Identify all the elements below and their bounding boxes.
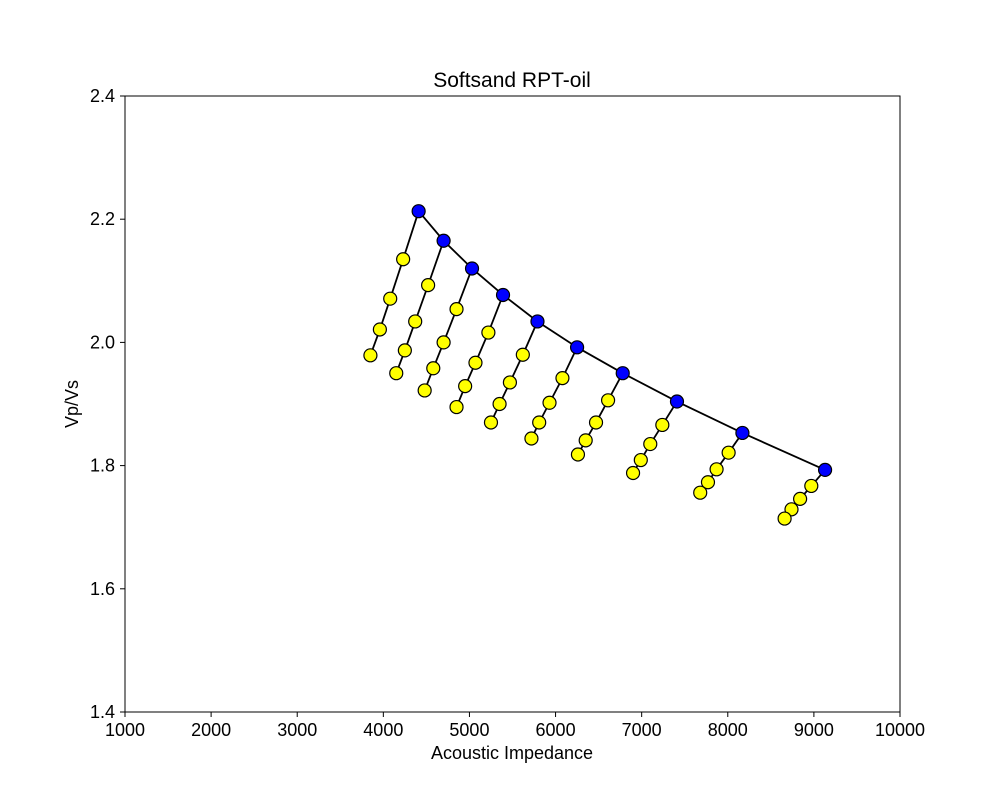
y-axis-label: Vp/Vs (62, 380, 82, 428)
x-axis-label: Acoustic Impedance (431, 743, 593, 763)
branch-point (655, 417, 670, 433)
branch-point (426, 361, 441, 376)
branch-point (389, 366, 404, 381)
branch-point (804, 478, 819, 494)
branch-point (793, 491, 808, 506)
x-tick-label: 7000 (622, 720, 662, 740)
branch-point (396, 252, 411, 267)
branch-point (643, 436, 658, 452)
branch-point (578, 433, 593, 448)
x-tick-label: 9000 (794, 720, 834, 740)
branch-point (449, 399, 464, 415)
branch-point (449, 302, 464, 317)
branch-point (721, 445, 736, 460)
branch-point (693, 485, 708, 500)
main-curve-point (436, 233, 451, 248)
y-tick-label: 2.0 (90, 332, 115, 352)
branch-point (555, 371, 570, 386)
branch-point (633, 452, 648, 468)
x-axis: 1000 2000 3000 4000 5000 6000 7000 8000 9000 1000… (105, 712, 925, 740)
branch-point (542, 395, 557, 410)
branch-point (483, 415, 499, 430)
y-tick-label: 1.8 (90, 456, 115, 476)
x-tick-label: 10000 (875, 720, 925, 740)
y-tick-label: 1.6 (90, 579, 115, 599)
branch-point (372, 322, 387, 337)
y-tick-label: 2.4 (90, 86, 115, 106)
branch-point (600, 393, 616, 408)
main-curve-point (569, 340, 585, 355)
plot-area (124, 95, 901, 713)
branch-point (524, 431, 539, 446)
branch-point (397, 343, 412, 358)
x-tick-label: 8000 (708, 720, 748, 740)
chart-title: Softsand RPT-oil (433, 69, 591, 92)
main-curve-point (411, 204, 426, 219)
x-tick-label: 1000 (105, 720, 145, 740)
y-tick-label: 1.4 (90, 702, 115, 722)
branch-point (532, 415, 547, 430)
branch-point (588, 415, 604, 430)
branch-point (625, 465, 641, 481)
y-tick-label: 2.2 (90, 209, 115, 229)
x-tick-label: 6000 (536, 720, 576, 740)
branch-point (492, 396, 507, 412)
branch-point (408, 314, 423, 329)
main-curve-point (615, 366, 630, 381)
main-curve-point (530, 314, 545, 329)
main-curve-point (669, 394, 685, 409)
branch-point (436, 335, 451, 350)
branch-point (421, 278, 436, 293)
main-curve-point (495, 287, 511, 303)
branch-point (417, 383, 432, 398)
branch-point (777, 511, 792, 526)
branch-point (700, 475, 716, 490)
branch-point (468, 355, 483, 370)
branch-point (363, 348, 378, 363)
branch-point (570, 447, 586, 462)
branch-point (515, 347, 530, 362)
main-curve-point (735, 425, 750, 441)
x-tick-label: 5000 (449, 720, 489, 740)
plot-frame (124, 95, 901, 713)
branch-point (709, 462, 724, 477)
data-markers (363, 204, 833, 526)
branch-point (481, 325, 496, 340)
branch-point (383, 291, 398, 306)
y-axis: 1.4 1.6 1.8 2.0 2.2 2.4 (90, 86, 125, 722)
x-tick-label: 3000 (277, 720, 317, 740)
main-curve-line (417, 210, 826, 471)
main-curve-point (464, 261, 480, 276)
branch-point (458, 379, 473, 394)
x-tick-label: 4000 (363, 720, 403, 740)
main-curve-point (817, 462, 833, 478)
branch-point (502, 375, 518, 390)
x-tick-label: 2000 (191, 720, 231, 740)
